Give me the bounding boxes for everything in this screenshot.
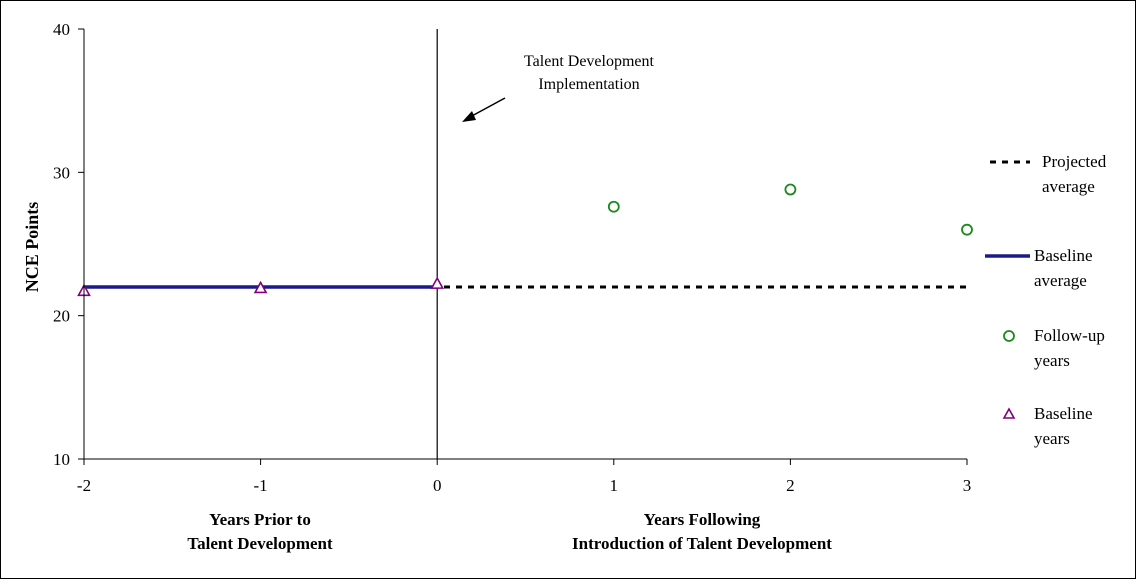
data-point-follow-up-years — [607, 200, 620, 213]
x-tick-label: 2 — [786, 476, 795, 495]
legend-label-line2: average — [1034, 271, 1087, 290]
legend-label-line1: Follow-up — [1034, 326, 1105, 345]
legend-label-line1: Baseline — [1034, 404, 1093, 423]
y-tick-label: 30 — [53, 163, 70, 182]
annotation-arrow — [462, 97, 506, 122]
x-tick-label: 0 — [433, 476, 442, 495]
legend: Projected average Baseline average Follo… — [985, 152, 1107, 448]
x-axis-label-right-line1: Years Following — [644, 510, 761, 529]
legend-triangle-marker — [1002, 407, 1016, 419]
x-axis-label-left-line1: Years Prior to — [209, 510, 311, 529]
x-tick-label: 1 — [610, 476, 619, 495]
annotation-line2: Implementation — [538, 76, 639, 93]
x-tick-label: -2 — [77, 476, 91, 495]
legend-item-baseline-average: Baseline average — [985, 246, 1093, 290]
x-axis-label-left-line2: Talent Development — [187, 534, 333, 553]
legend-label-line2: years — [1034, 351, 1070, 370]
legend-circle-marker — [1003, 330, 1015, 342]
axes: 10 20 30 40 -2 -1 0 1 2 3 — [53, 20, 971, 495]
legend-label-line2: years — [1034, 429, 1070, 448]
x-axis-label-right-line2: Introduction of Talent Development — [572, 534, 832, 553]
x-tick-label: -1 — [254, 476, 268, 495]
legend-label-line1: Baseline — [1034, 246, 1093, 265]
data-point-follow-up-years — [784, 183, 797, 196]
legend-item-projected-average: Projected average — [990, 152, 1107, 196]
data-point-follow-up-years — [961, 223, 973, 236]
legend-item-baseline-years: Baseline years — [1002, 404, 1093, 448]
data-point-baseline-years — [430, 276, 445, 289]
x-tick-label: 3 — [963, 476, 972, 495]
legend-item-follow-up-years: Follow-up years — [1003, 326, 1105, 370]
y-axis-label: NCE Points — [22, 202, 42, 293]
y-tick-label: 40 — [53, 20, 70, 39]
legend-label-line1: Projected — [1042, 152, 1107, 171]
y-tick-label: 20 — [53, 307, 70, 326]
legend-label-line2: average — [1042, 177, 1095, 196]
data-point-baseline-years — [253, 280, 268, 294]
annotation-line1: Talent Development — [524, 53, 655, 70]
y-tick-label: 10 — [53, 450, 70, 469]
